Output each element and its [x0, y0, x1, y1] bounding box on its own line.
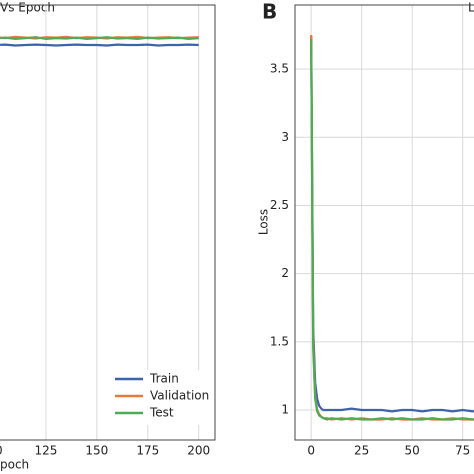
x-tick-label: 50	[405, 444, 420, 458]
legend-label: Test	[149, 406, 174, 420]
x-tick-label: 25	[354, 444, 369, 458]
y-tick-label: 1	[281, 403, 289, 417]
y-tick-label: 3.5	[270, 62, 289, 76]
series-line	[310, 34, 474, 421]
chart-title: L	[468, 1, 474, 15]
series-line	[0, 36, 199, 41]
legend-label: Validation	[150, 389, 209, 403]
y-axis-label: Loss	[257, 209, 271, 235]
y-tick-label: 1.5	[270, 334, 289, 348]
series-line	[310, 36, 474, 413]
panel-label: B	[262, 0, 277, 24]
y-tick-label: 2.5	[270, 198, 289, 212]
legend-label: Train	[149, 372, 179, 386]
x-tick-label: 0	[307, 444, 315, 458]
x-tick-label: 125	[34, 444, 57, 458]
y-tick-label: 3	[281, 130, 289, 144]
plot-frame	[294, 4, 474, 441]
x-tick-label: 00	[0, 444, 3, 458]
plot-frame	[0, 4, 216, 441]
x-tick-label: 175	[136, 444, 159, 458]
x-tick-label: 150	[85, 444, 108, 458]
x-axis-label: poch	[0, 458, 29, 472]
series-line	[0, 43, 199, 47]
x-tick-label: 200	[187, 444, 210, 458]
series-line	[310, 39, 474, 421]
x-tick-label: 75	[455, 444, 470, 458]
chart-title: Vs Epoch	[0, 1, 55, 15]
y-tick-label: 2	[281, 266, 289, 280]
